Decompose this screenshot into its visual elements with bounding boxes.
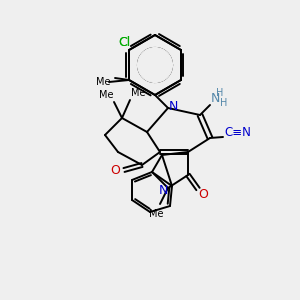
Text: Me: Me: [149, 209, 163, 219]
Text: N: N: [168, 100, 178, 113]
Text: Me: Me: [99, 90, 113, 100]
Text: O: O: [110, 164, 120, 176]
Text: C≡N: C≡N: [225, 127, 251, 140]
Text: N: N: [210, 92, 220, 106]
Text: Cl: Cl: [118, 35, 130, 49]
Text: N: N: [158, 184, 168, 196]
Text: H: H: [220, 98, 228, 108]
Text: Me: Me: [131, 88, 145, 98]
Text: O: O: [198, 188, 208, 202]
Text: Cl: Cl: [118, 35, 130, 49]
Text: Me: Me: [96, 77, 110, 87]
Circle shape: [138, 48, 172, 82]
Text: H: H: [216, 88, 224, 98]
